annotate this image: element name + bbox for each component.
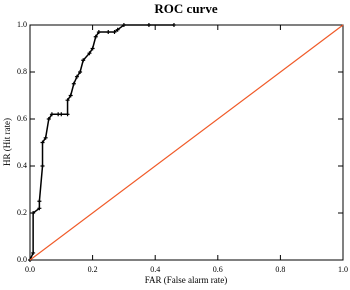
series-line bbox=[29, 24, 344, 261]
x-tick-label: 0.2 bbox=[88, 265, 98, 274]
point-marker bbox=[115, 27, 120, 32]
point-marker bbox=[68, 93, 73, 98]
point-marker bbox=[96, 30, 101, 35]
x-tick-label: 0.0 bbox=[25, 265, 35, 274]
point-marker bbox=[106, 30, 111, 35]
point-marker bbox=[171, 23, 176, 27]
point-marker bbox=[93, 34, 98, 39]
plot-frame bbox=[29, 24, 344, 261]
point-marker bbox=[121, 23, 126, 27]
point-marker bbox=[31, 211, 36, 215]
point-marker bbox=[78, 70, 83, 74]
y-tick-label: 0.6 bbox=[17, 114, 27, 123]
point-marker bbox=[65, 112, 70, 117]
point-marker bbox=[81, 58, 86, 63]
x-tick-label: 0.6 bbox=[213, 265, 223, 274]
y-tick-label: 0.2 bbox=[17, 208, 27, 217]
point-marker bbox=[37, 206, 42, 211]
point-marker bbox=[49, 112, 54, 117]
point-marker bbox=[31, 250, 36, 255]
point-marker bbox=[74, 74, 79, 79]
point-marker bbox=[71, 81, 76, 86]
point-marker bbox=[65, 98, 70, 103]
x-axis-label: FAR (False alarm rate) bbox=[145, 275, 228, 285]
y-tick-label: 1.0 bbox=[17, 20, 27, 29]
point-marker bbox=[90, 46, 95, 51]
x-tick-label: 0.4 bbox=[150, 265, 160, 274]
x-tick-label: 0.8 bbox=[275, 265, 285, 274]
chart-title: ROC curve bbox=[154, 1, 217, 16]
point-marker bbox=[40, 140, 45, 145]
point-marker bbox=[87, 51, 92, 56]
y-tick-label: 0.8 bbox=[17, 67, 27, 76]
point-marker bbox=[59, 112, 64, 117]
y-tick-label: 0.4 bbox=[17, 161, 27, 170]
point-marker bbox=[43, 135, 48, 140]
point-marker bbox=[40, 164, 45, 168]
point-marker bbox=[46, 117, 51, 121]
y-axis-label: HR (Hit rate) bbox=[2, 118, 12, 166]
x-tick-label: 1.0 bbox=[338, 265, 348, 274]
series-line bbox=[29, 24, 174, 261]
point-marker bbox=[146, 23, 151, 27]
y-tick-label: 0.0 bbox=[17, 255, 27, 264]
point-marker bbox=[112, 30, 117, 35]
point-marker bbox=[37, 199, 42, 204]
